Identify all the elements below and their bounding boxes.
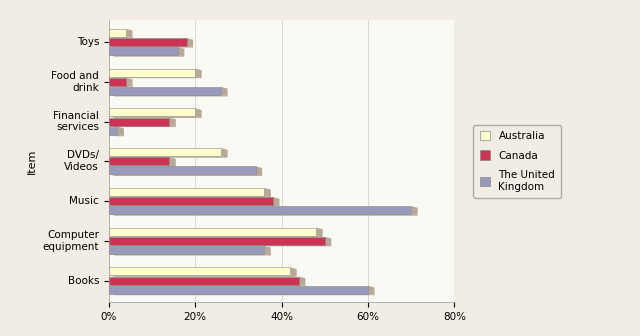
Bar bbox=[109, 69, 195, 77]
Polygon shape bbox=[109, 46, 193, 48]
Polygon shape bbox=[109, 135, 124, 136]
Polygon shape bbox=[109, 245, 332, 246]
Polygon shape bbox=[109, 156, 228, 158]
Polygon shape bbox=[109, 276, 297, 277]
Bar bbox=[109, 78, 126, 86]
Polygon shape bbox=[109, 55, 184, 57]
Polygon shape bbox=[299, 277, 305, 286]
Bar bbox=[109, 127, 118, 135]
Bar bbox=[109, 38, 187, 46]
Bar bbox=[109, 157, 170, 165]
Polygon shape bbox=[109, 37, 132, 38]
Polygon shape bbox=[109, 126, 176, 127]
Polygon shape bbox=[109, 196, 271, 198]
Polygon shape bbox=[126, 78, 132, 87]
Polygon shape bbox=[109, 285, 305, 286]
Bar bbox=[109, 237, 325, 245]
Polygon shape bbox=[291, 267, 297, 277]
Legend: Australia, Canada, The United
Kingdom: Australia, Canada, The United Kingdom bbox=[474, 125, 561, 198]
Bar bbox=[109, 286, 368, 294]
Polygon shape bbox=[195, 69, 202, 78]
Bar bbox=[109, 87, 221, 95]
Polygon shape bbox=[109, 165, 176, 167]
Polygon shape bbox=[109, 254, 271, 255]
Polygon shape bbox=[316, 228, 323, 237]
Polygon shape bbox=[170, 157, 176, 167]
Polygon shape bbox=[187, 38, 193, 48]
Polygon shape bbox=[221, 87, 228, 96]
Bar bbox=[109, 197, 273, 205]
Polygon shape bbox=[109, 116, 202, 118]
Polygon shape bbox=[109, 294, 374, 295]
Bar bbox=[109, 29, 126, 37]
Bar bbox=[109, 166, 256, 174]
Polygon shape bbox=[178, 47, 184, 57]
Polygon shape bbox=[109, 174, 262, 176]
Polygon shape bbox=[109, 236, 323, 237]
Polygon shape bbox=[256, 166, 262, 176]
Bar bbox=[109, 246, 264, 254]
Polygon shape bbox=[412, 206, 418, 216]
Bar bbox=[109, 228, 316, 236]
Bar bbox=[109, 277, 299, 285]
Polygon shape bbox=[109, 205, 280, 207]
Polygon shape bbox=[195, 109, 202, 118]
Polygon shape bbox=[109, 214, 418, 216]
Polygon shape bbox=[221, 148, 228, 158]
Polygon shape bbox=[170, 118, 176, 127]
Polygon shape bbox=[109, 95, 228, 96]
Bar bbox=[109, 109, 195, 116]
Polygon shape bbox=[109, 86, 132, 87]
Polygon shape bbox=[325, 237, 332, 246]
Polygon shape bbox=[368, 286, 374, 295]
Polygon shape bbox=[109, 77, 202, 78]
Bar bbox=[109, 148, 221, 156]
Bar bbox=[109, 118, 170, 126]
Polygon shape bbox=[118, 127, 124, 136]
Polygon shape bbox=[264, 188, 271, 198]
Polygon shape bbox=[126, 29, 132, 38]
Bar bbox=[109, 267, 291, 276]
Polygon shape bbox=[273, 197, 280, 207]
Y-axis label: Item: Item bbox=[27, 149, 37, 174]
Bar bbox=[109, 188, 264, 196]
Bar bbox=[109, 47, 178, 55]
Polygon shape bbox=[264, 246, 271, 255]
Bar bbox=[109, 206, 412, 214]
